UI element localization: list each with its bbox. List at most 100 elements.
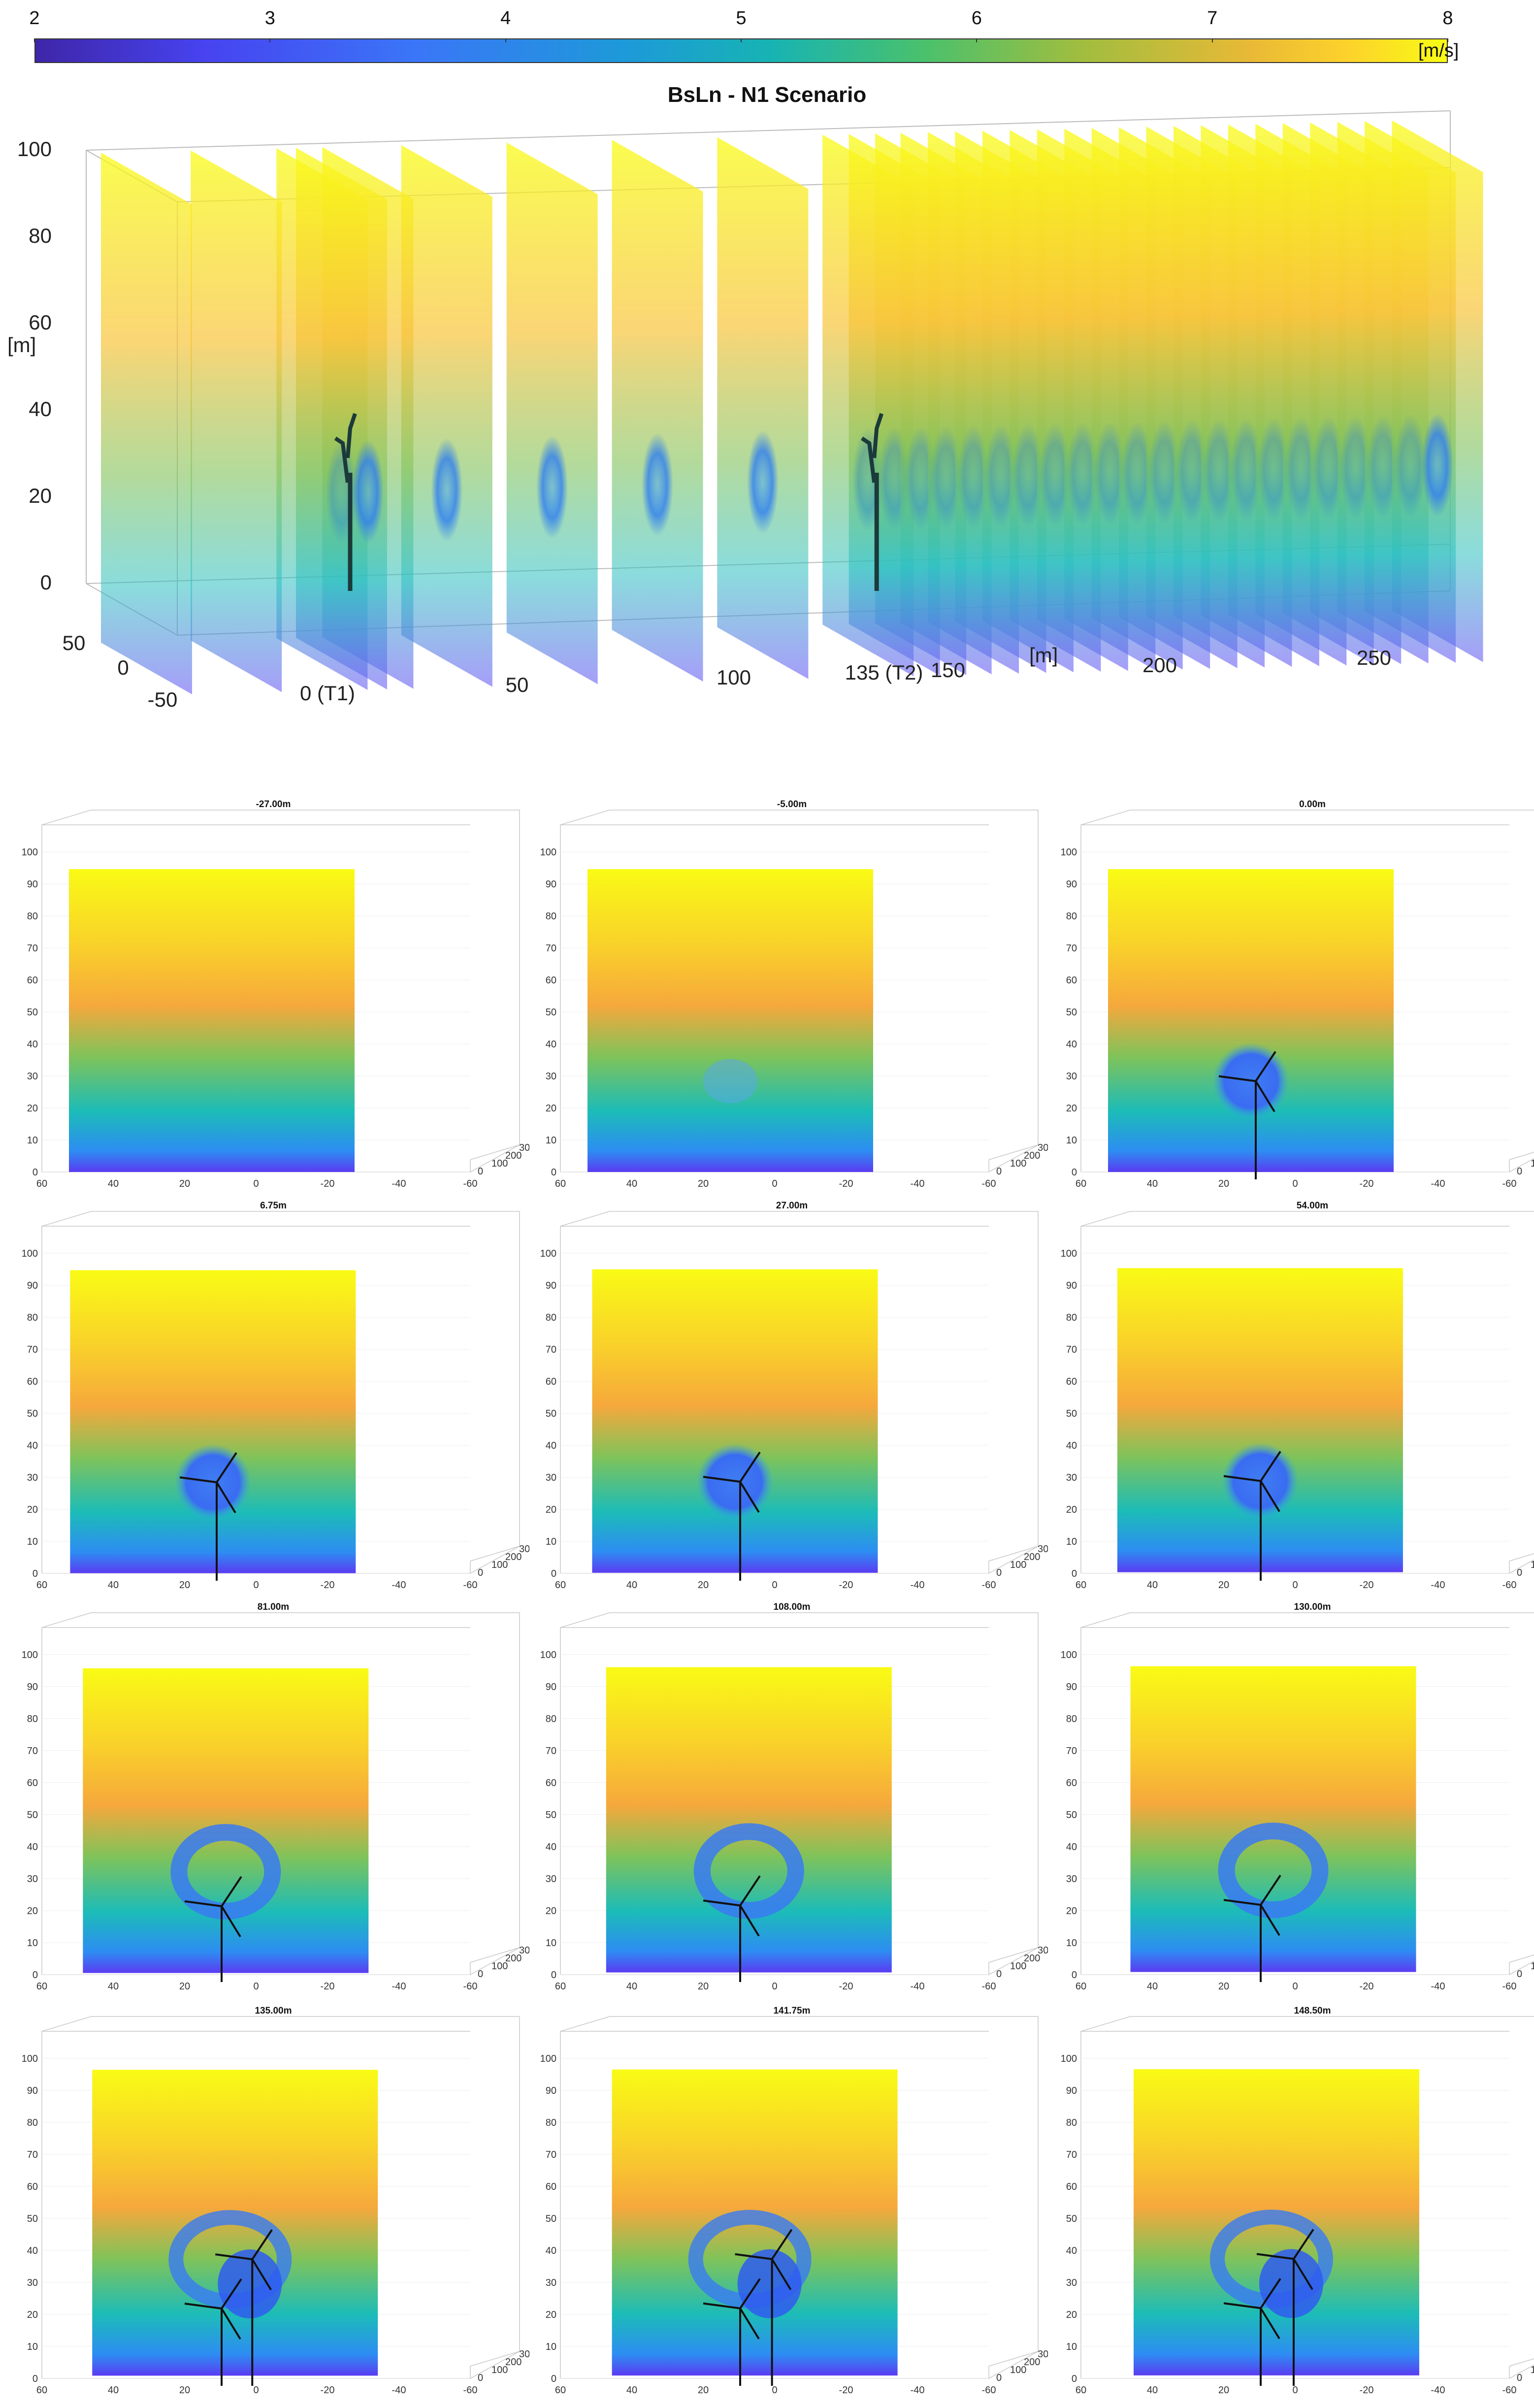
z-tick-label: 40 [1066, 1039, 1077, 1050]
x-tick-label: 300 [1038, 1544, 1048, 1555]
z-tick-label: 10 [27, 1536, 38, 1547]
z-tick-label: 20 [1066, 1103, 1077, 1114]
wake-region [218, 2249, 282, 2318]
wind-turbine [703, 1451, 761, 1581]
turbine-blade [184, 2303, 222, 2310]
slice-panel: 81.00m 0 10 20 30 40 50 60 70 80 90 100 60 40 20 0 -20 -4… [17, 1602, 529, 1997]
panel-title: -27.00m [256, 799, 291, 810]
main-3d-plot: 0 20 40 60 80 100 [m] 50 0 -50 0 (T1) 50 100 135 (T2)… [7, 110, 1483, 711]
z-tick-label: 60 [1066, 975, 1077, 986]
x-axis-label: [m] [1029, 644, 1058, 667]
z-tick-label: 20 [546, 1906, 556, 1917]
turbine-blade [251, 2229, 273, 2260]
y-tick-label: 20 [1218, 2385, 1229, 2396]
turbine-blade [1260, 1904, 1280, 1936]
wake-region [703, 1059, 757, 1104]
y-tick-label: -50 [148, 688, 178, 711]
panel-title: 27.00m [776, 1201, 808, 1211]
turbine-blade [251, 2258, 272, 2291]
z-tick-label: 0 [1072, 1568, 1077, 1579]
z-tick-label: 80 [1066, 1312, 1077, 1323]
x-tick-label: 0 [1517, 1166, 1522, 1177]
colorbar-tick [269, 38, 271, 42]
turbine-blade [1255, 1080, 1275, 1112]
axis-box [988, 1546, 1039, 1574]
z-tick-label: 90 [27, 1280, 38, 1291]
velocity-plane [1130, 1666, 1416, 1972]
z-tick-label: 60 [27, 2181, 38, 2192]
x-tick-label: 0 [1517, 1969, 1522, 1980]
x-tick-label: 100 [1531, 2365, 1534, 2375]
turbine-blade [1223, 1899, 1261, 1906]
axis-box [560, 810, 1039, 1172]
x-tick-label: 300 [519, 2349, 529, 2360]
y-tick-label: -60 [463, 2385, 478, 2396]
y-tick-label: -20 [839, 2385, 853, 2396]
x-tick-label: 0 [1517, 1567, 1522, 1578]
y-tick-label: 60 [36, 1178, 47, 1189]
y-tick-label: 0 [1292, 1981, 1298, 1992]
z-tick-label: 40 [29, 397, 52, 421]
x-tick-label: 0 [996, 1166, 1002, 1177]
y-tick-label: 40 [1147, 1580, 1158, 1591]
velocity-plane [69, 869, 355, 1172]
z-tick-label: 90 [546, 1682, 556, 1692]
z-tick-label: 30 [1066, 1071, 1077, 1082]
z-tick-label: 100 [540, 2053, 556, 2064]
turbine-blade [703, 2302, 741, 2310]
turbine-blade [1260, 1451, 1281, 1482]
z-tick-label: 70 [546, 1746, 556, 1757]
colorbar-tick-label: 7 [1207, 8, 1218, 29]
axis-box [1080, 2016, 1534, 2378]
colorbar-tick [1211, 38, 1213, 42]
axis-box [1080, 1612, 1534, 1975]
z-tick-label: 90 [27, 879, 38, 890]
wind-turbine [1256, 2229, 1314, 2386]
z-tick-label: 90 [546, 879, 556, 890]
turbine-blade [1218, 1075, 1256, 1082]
x-tick-label: 100 [1010, 1158, 1026, 1169]
turbine-blade [771, 2229, 793, 2260]
turbine-blade [739, 1451, 761, 1483]
z-tick-label: 10 [546, 1135, 556, 1146]
axis-box [470, 1947, 520, 1975]
panel-title: 130.00m [1294, 1602, 1331, 1612]
colorbar-tick-label: 6 [971, 8, 982, 29]
y-tick-label: 0 [772, 1178, 777, 1189]
z-tick-label: 30 [546, 1874, 556, 1885]
x-tick-label: 200 [505, 1953, 522, 1964]
y-tick-label: 20 [179, 1981, 190, 1992]
z-tick-label: 100 [1061, 1650, 1077, 1660]
x-tick-label: 0 (T1) [300, 682, 355, 705]
z-tick-label: 70 [546, 943, 556, 954]
z-tick-label: 90 [1066, 879, 1077, 890]
y-tick-label: 40 [108, 2385, 119, 2396]
y-tick-label: 0 [253, 1178, 259, 1189]
z-tick-label: 100 [1061, 847, 1077, 858]
z-tick-label: 20 [1066, 1906, 1077, 1917]
y-tick-label: 0 [253, 1580, 259, 1591]
turbine-blade [221, 1905, 241, 1938]
x-tick-label: 100 [491, 1560, 508, 1570]
y-tick-label: -20 [1360, 1178, 1374, 1189]
y-tick-label: -20 [1360, 1981, 1374, 1992]
y-tick-label: -40 [911, 1178, 925, 1189]
z-tick-label: 50 [546, 2213, 556, 2224]
y-tick-label: -40 [911, 1580, 925, 1591]
y-tick-label: 0 [772, 1981, 777, 1992]
z-tick-label: 0 [551, 1568, 556, 1579]
wake-region [536, 435, 568, 539]
z-tick-label: 100 [1061, 2053, 1077, 2064]
x-tick-label: 200 [1024, 1150, 1040, 1161]
axis-box [560, 1612, 1039, 1975]
axis-box [1509, 1960, 1534, 1975]
z-tick-label: 60 [27, 1376, 38, 1387]
y-tick-label: 40 [1147, 1981, 1158, 1992]
z-tick-label: 50 [27, 1408, 38, 1419]
slice-panel: 27.00m 0 10 20 30 40 50 60 70 80 90 100 60 40 20 0 -20 -4… [536, 1201, 1048, 1595]
z-tick-label: 10 [1066, 2342, 1077, 2352]
z-tick-label: 60 [27, 975, 38, 986]
x-tick-label: 0 [478, 1166, 483, 1177]
